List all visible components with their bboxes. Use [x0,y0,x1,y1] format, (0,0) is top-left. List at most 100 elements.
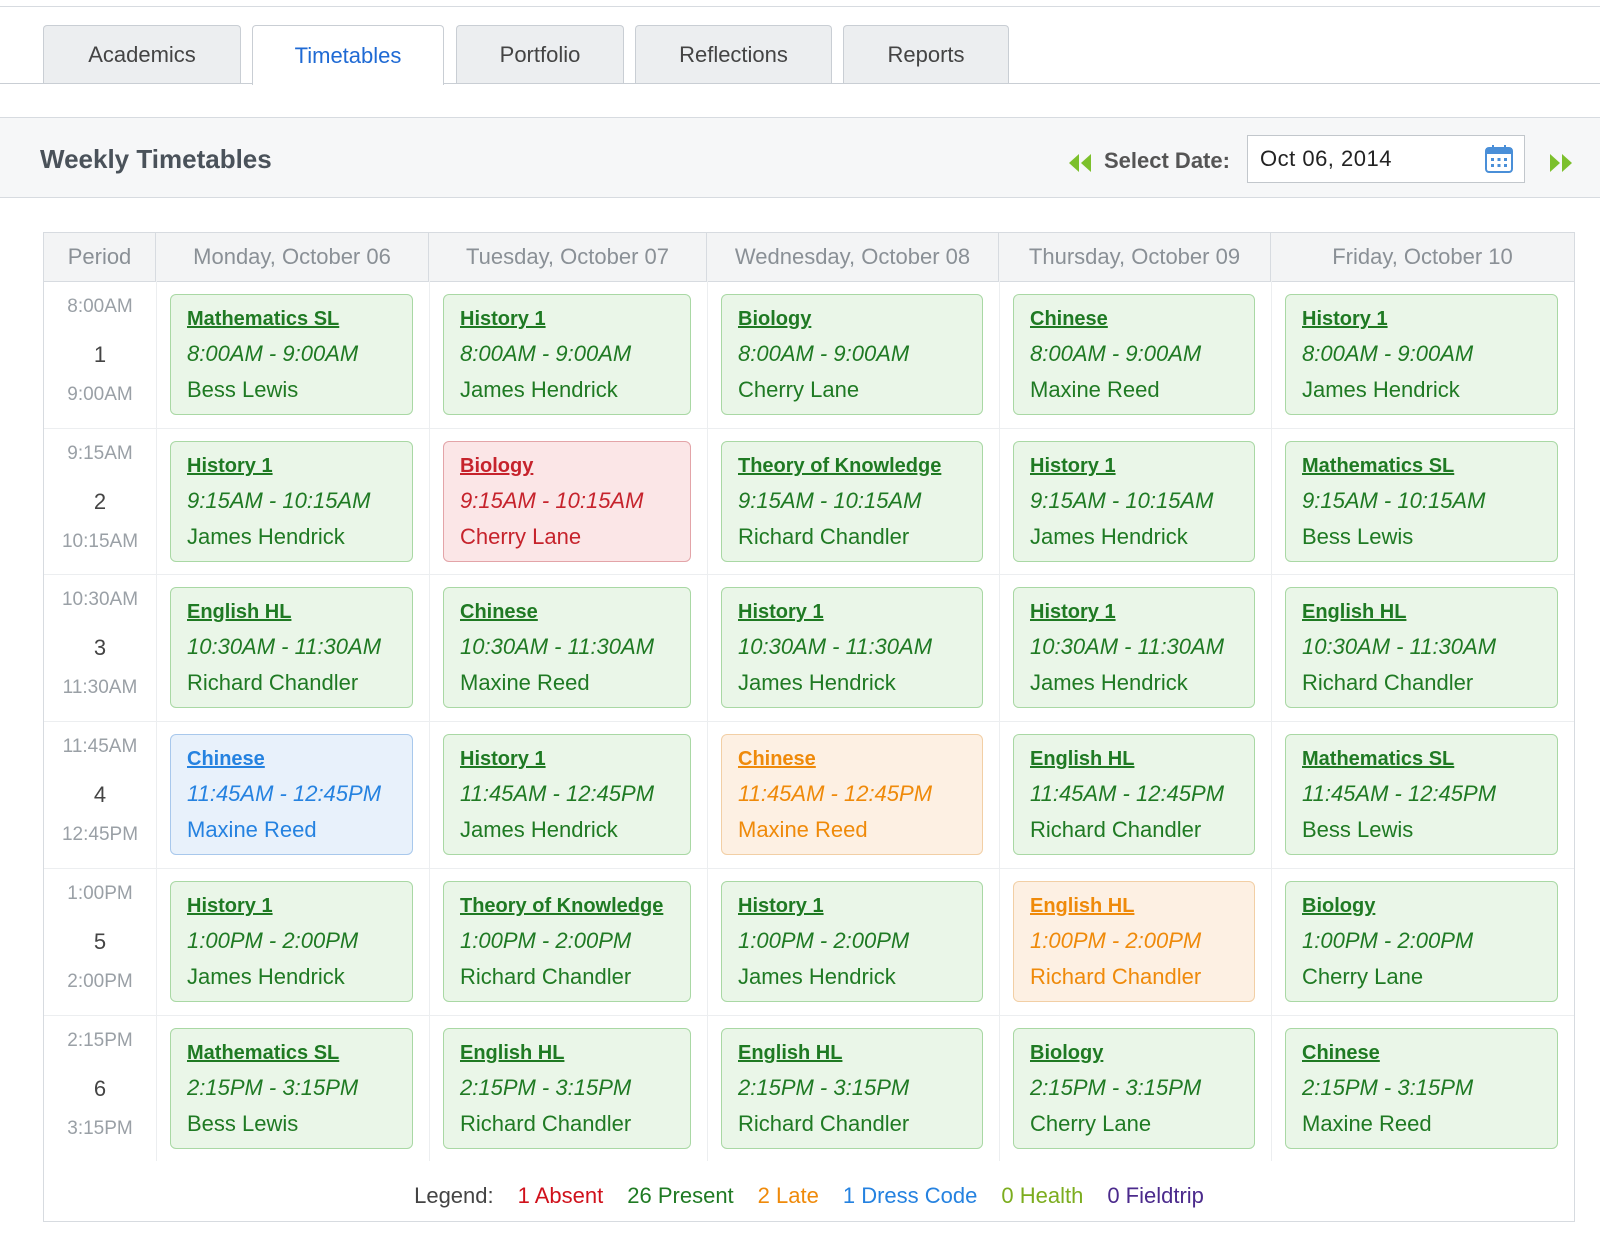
tab-reports[interactable]: Reports [843,25,1009,83]
class-subject-link[interactable]: Chinese [1030,308,1108,330]
class-subject-link[interactable]: Biology [460,455,534,477]
class-subject-link[interactable]: Mathematics SL [187,1042,340,1064]
class-teacher: Bess Lewis [187,377,299,402]
period-cell: 10:30AM 3 11:30AM [44,574,156,722]
class-block[interactable]: Chinese 2:15PM - 3:15PM Maxine Reed [1285,1028,1558,1149]
class-block[interactable]: Mathematics SL 8:00AM - 9:00AM Bess Lewis [170,294,413,415]
class-subject-link[interactable]: Mathematics SL [1302,455,1455,477]
class-subject-link[interactable]: Mathematics SL [1302,748,1455,770]
class-teacher: Maxine Reed [187,817,317,842]
calendar-button[interactable] [1484,144,1514,174]
class-subject-link[interactable]: Theory of Knowledge [460,895,664,917]
tab-label: Academics [88,41,196,67]
class-block[interactable]: Biology 9:15AM - 10:15AM Cherry Lane [443,441,691,562]
class-block[interactable]: Biology 8:00AM - 9:00AM Cherry Lane [721,294,983,415]
class-block[interactable]: English HL 1:00PM - 2:00PM Richard Chandle… [1013,881,1255,1002]
class-block[interactable]: Biology 2:15PM - 3:15PM Cherry Lane [1013,1028,1255,1149]
class-teacher: Cherry Lane [1030,1111,1152,1136]
class-block[interactable]: History 1 9:15AM - 10:15AM James Hendrick [170,441,413,562]
class-block[interactable]: Mathematics SL 11:45AM - 12:45PM Bess Lewi… [1285,734,1558,855]
class-block[interactable]: Mathematics SL 9:15AM - 10:15AM Bess Lewis [1285,441,1558,562]
class-teacher: James Hendrick [1302,377,1460,402]
class-block[interactable]: Theory of Knowledge 1:00PM - 2:00PM Richar… [443,881,691,1002]
tab-reflections[interactable]: Reflections [635,25,832,83]
class-time: 8:00AM - 9:00AM [187,341,359,366]
tab-portfolio[interactable]: Portfolio [456,25,624,83]
class-time: 9:15AM - 10:15AM [187,488,371,513]
tab-academics[interactable]: Academics [43,25,241,83]
period-start-time: 10:30AM [61,589,139,610]
class-subject-link[interactable]: History 1 [187,895,273,917]
class-block[interactable]: History 1 8:00AM - 9:00AM James Hendrick [443,294,691,415]
column-header-day: Wednesday, October 08 [707,233,999,281]
class-subject-link[interactable]: Mathematics SL [187,308,340,330]
period-start-time: 2:15PM [67,1030,133,1051]
class-subject-link[interactable]: English HL [1030,748,1135,770]
class-block[interactable]: History 1 1:00PM - 2:00PM James Hendrick [721,881,983,1002]
class-subject-link[interactable]: History 1 [187,455,273,477]
class-subject-link[interactable]: English HL [187,601,292,623]
period-cell: 2:15PM 6 3:15PM [44,1015,156,1163]
class-subject-link[interactable]: Theory of Knowledge [738,455,942,477]
class-subject-link[interactable]: History 1 [460,748,546,770]
class-subject-link[interactable]: Biology [1302,895,1376,917]
class-time: 2:15PM - 3:15PM [187,1075,359,1100]
class-block[interactable]: History 1 1:00PM - 2:00PM James Hendrick [170,881,413,1002]
calendar-icon [1485,145,1513,173]
class-block[interactable]: English HL 2:15PM - 3:15PM Richard Chandle… [721,1028,983,1149]
class-block[interactable]: Theory of Knowledge 9:15AM - 10:15AM Richa… [721,441,983,562]
class-teacher: Bess Lewis [1302,817,1414,842]
class-subject-link[interactable]: History 1 [738,895,824,917]
class-block[interactable]: Mathematics SL 2:15PM - 3:15PM Bess Lewis [170,1028,413,1149]
class-block[interactable]: Chinese 8:00AM - 9:00AM Maxine Reed [1013,294,1255,415]
class-subject-link[interactable]: English HL [1302,601,1407,623]
class-teacher: Cherry Lane [738,377,860,402]
double-chevron-left-icon [1069,154,1091,172]
period-end-time: 9:00AM [67,384,133,405]
class-block[interactable]: Chinese 11:45AM - 12:45PM Maxine Reed [170,734,413,855]
period-cell: 9:15AM 2 10:15AM [44,428,156,576]
tab-timetables[interactable]: Timetables [252,25,444,85]
class-time: 9:15AM - 10:15AM [460,488,644,513]
class-teacher: Richard Chandler [187,670,359,695]
class-block[interactable]: English HL 10:30AM - 11:30AM Richard Chand… [170,587,413,708]
class-subject-link[interactable]: Chinese [187,748,265,770]
class-subject-link[interactable]: Chinese [460,601,538,623]
tab-label: Reports [887,41,965,67]
class-subject-link[interactable]: History 1 [738,601,824,623]
class-block[interactable]: English HL 11:45AM - 12:45PM Richard Chand… [1013,734,1255,855]
class-block[interactable]: Chinese 10:30AM - 11:30AM Maxine Reed [443,587,691,708]
class-block[interactable]: History 1 11:45AM - 12:45PM James Hendrick [443,734,691,855]
class-block[interactable]: Chinese 11:45AM - 12:45PM Maxine Reed [721,734,983,855]
legend-absent: 1 Absent [517,1183,604,1208]
class-teacher: Richard Chandler [1030,817,1202,842]
prev-week-button[interactable] [1066,153,1094,173]
class-subject-link[interactable]: English HL [738,1042,843,1064]
legend-label: Legend: [414,1183,494,1208]
class-block[interactable]: History 1 10:30AM - 11:30AM James Hendrick [721,587,983,708]
class-subject-link[interactable]: English HL [1030,895,1135,917]
class-subject-link[interactable]: History 1 [1030,455,1116,477]
class-subject-link[interactable]: History 1 [1030,601,1116,623]
class-subject-link[interactable]: Chinese [1302,1042,1380,1064]
class-subject-link[interactable]: Biology [1030,1042,1104,1064]
class-block[interactable]: Biology 1:00PM - 2:00PM Cherry Lane [1285,881,1558,1002]
class-time: 1:00PM - 2:00PM [1030,928,1202,953]
class-subject-link[interactable]: History 1 [1302,308,1388,330]
next-week-button[interactable] [1547,153,1575,173]
date-input[interactable] [1247,135,1525,183]
class-teacher: James Hendrick [187,964,345,989]
class-time: 11:45AM - 12:45PM [187,781,382,806]
class-block[interactable]: History 1 8:00AM - 9:00AM James Hendrick [1285,294,1558,415]
timetable-header-row: Period Monday, October 06 Tuesday, Octob… [44,233,1574,282]
legend-late: 2 Late [757,1183,819,1208]
class-subject-link[interactable]: History 1 [460,308,546,330]
class-subject-link[interactable]: English HL [460,1042,565,1064]
class-subject-link[interactable]: Chinese [738,748,816,770]
class-block[interactable]: History 1 9:15AM - 10:15AM James Hendrick [1013,441,1255,562]
class-subject-link[interactable]: Biology [738,308,812,330]
class-block[interactable]: English HL 2:15PM - 3:15PM Richard Chandle… [443,1028,691,1149]
class-block[interactable]: English HL 10:30AM - 11:30AM Richard Chand… [1285,587,1558,708]
select-date-label: Select Date: [1104,148,1230,173]
class-block[interactable]: History 1 10:30AM - 11:30AM James Hendrick [1013,587,1255,708]
